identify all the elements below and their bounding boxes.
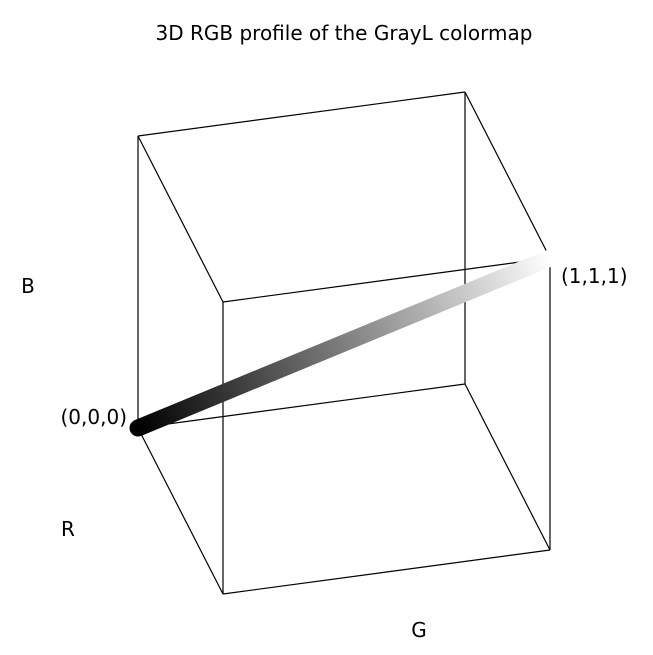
end-point-label: (1,1,1) [561,264,628,288]
cube-edge-2 [464,383,551,551]
cube-edge-6 [464,91,551,259]
chart-title: 3D RGB profile of the GrayL colormap [156,21,533,45]
cube-edge-5 [222,257,551,303]
cube-edge-3 [137,383,466,429]
cube-edge-4 [137,135,224,303]
start-point-label: (0,0,0) [61,405,128,429]
axis-label-g: G [411,618,427,642]
rgb-cube-edges [137,91,551,595]
colormap-profile-line [129,249,559,437]
cube-edge-0 [137,427,224,595]
axis-label-r: R [61,517,75,541]
axis-label-b: B [21,274,35,298]
cube-edge-7 [137,91,466,137]
cube-edge-1 [222,549,551,595]
